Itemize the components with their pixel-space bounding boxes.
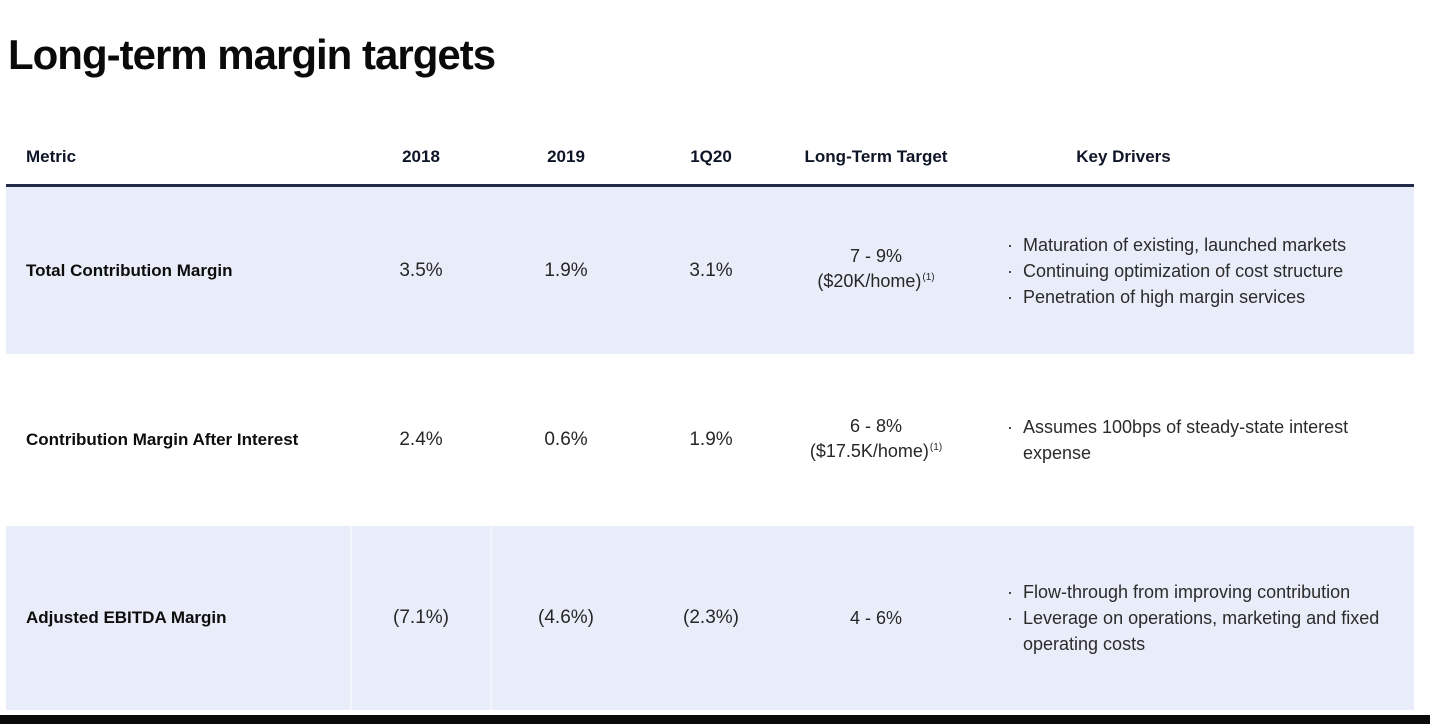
value-2018: 2.4%: [399, 429, 443, 450]
key-drivers-list: Maturation of existing, launched markets…: [971, 232, 1414, 310]
table-row: Adjusted EBITDA Margin (7.1%) (4.6%) (2.…: [6, 526, 1414, 710]
column-header-metric: Metric: [26, 146, 77, 166]
footnote-marker: (1): [929, 441, 943, 453]
target-detail: ($17.5K/home): [809, 440, 929, 461]
footnote-marker: (1): [922, 272, 935, 283]
value-2018: (7.1%): [393, 607, 449, 628]
target-range: 4 - 6%: [849, 607, 903, 628]
value-1q20: 3.1%: [689, 259, 733, 281]
key-driver-item: Leverage on operations, marketing and fi…: [1006, 605, 1408, 657]
metric-name: Contribution Margin After Interest: [26, 430, 299, 449]
page-title: Long-term margin targets: [8, 31, 496, 79]
value-2019: 0.6%: [544, 429, 588, 450]
key-drivers: Flow-through from improving contribution…: [971, 579, 1414, 657]
value-2018: 3.5%: [399, 259, 443, 281]
column-header-2019: 2019: [547, 146, 585, 166]
key-drivers-list: Flow-through from improving contribution…: [971, 579, 1414, 657]
bottom-edge-bar: [0, 715, 1430, 724]
column-header-2018: 2018: [402, 146, 440, 166]
value-2019: (4.6%): [538, 607, 594, 628]
key-driver-item: Continuing optimization of cost structur…: [1006, 258, 1408, 284]
column-header-drivers: Key Drivers: [1076, 146, 1171, 166]
table-header-row: Metric 2018 2019 1Q20 Long-Term Target K…: [6, 129, 1414, 187]
key-drivers: Maturation of existing, launched markets…: [971, 232, 1414, 310]
long-term-target: 6 - 8% ($17.5K/home)(1): [781, 414, 971, 467]
target-range: 6 - 8%: [849, 415, 903, 436]
target-detail: ($20K/home): [817, 271, 922, 291]
long-term-target: 4 - 6%: [781, 606, 971, 631]
key-driver-item: Penetration of high margin services: [1006, 284, 1408, 310]
value-2019: 1.9%: [544, 259, 588, 281]
target-range: 7 - 9%: [849, 246, 903, 266]
key-driver-item: Maturation of existing, launched markets: [1006, 232, 1408, 258]
column-header-1q20: 1Q20: [690, 146, 732, 166]
long-term-target: 7 - 9% ($20K/home)(1): [781, 244, 971, 297]
metric-name: Total Contribution Margin: [26, 260, 233, 280]
key-driver-item: Assumes 100bps of steady-state interest …: [1006, 414, 1408, 466]
table-row: Total Contribution Margin 3.5% 1.9% 3.1%…: [6, 187, 1414, 354]
table-row: Contribution Margin After Interest 2.4% …: [6, 354, 1414, 526]
key-drivers: Assumes 100bps of steady-state interest …: [971, 414, 1414, 466]
value-1q20: (2.3%): [683, 607, 739, 628]
key-driver-item: Flow-through from improving contribution: [1006, 579, 1408, 605]
value-1q20: 1.9%: [689, 429, 733, 450]
column-header-target: Long-Term Target: [804, 146, 948, 166]
margin-targets-table: Metric 2018 2019 1Q20 Long-Term Target K…: [6, 129, 1414, 710]
key-drivers-list: Assumes 100bps of steady-state interest …: [971, 414, 1414, 466]
metric-name: Adjusted EBITDA Margin: [26, 608, 227, 627]
